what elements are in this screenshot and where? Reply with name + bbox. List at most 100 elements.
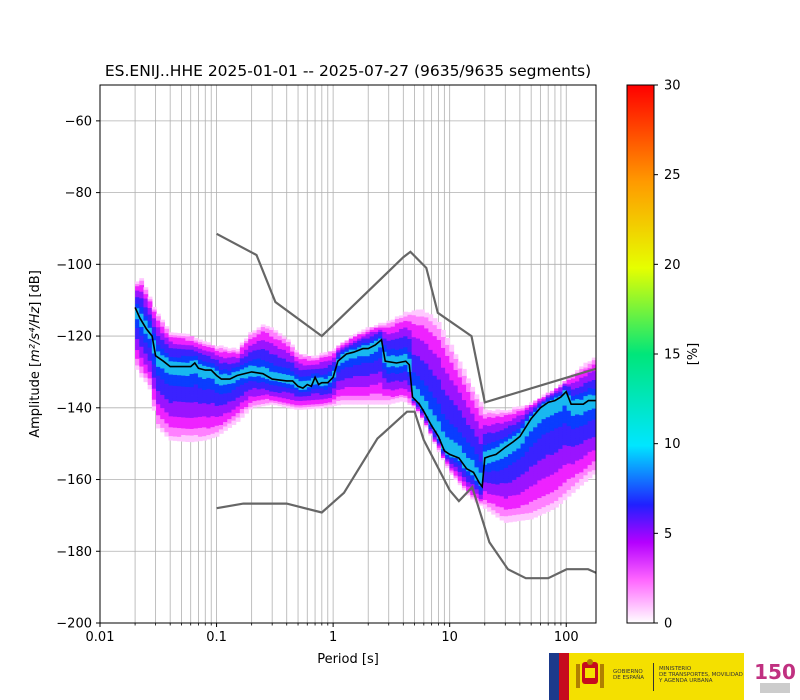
heatmap-cell (193, 406, 199, 409)
heatmap-cell (357, 402, 362, 405)
heatmap-cell (549, 472, 555, 475)
heatmap-cell (411, 400, 417, 404)
heatmap-cell (172, 383, 178, 386)
heatmap-cell (440, 457, 446, 461)
x-axis-label: Period [s] (317, 652, 379, 667)
heatmap-cell (277, 390, 283, 393)
heatmap-cell (327, 373, 333, 376)
heatmap-cell (524, 442, 530, 446)
heatmap-cell (424, 422, 429, 426)
heatmap-cell (545, 430, 551, 433)
heatmap-cell (311, 395, 316, 398)
heatmap-cell (323, 374, 329, 377)
heatmap-cell (336, 374, 342, 377)
heatmap-cell (151, 355, 157, 358)
heatmap-cell (294, 376, 300, 379)
heatmap-cell (218, 356, 224, 360)
heatmap-cell (193, 342, 199, 345)
heatmap-cell (202, 407, 207, 410)
heatmap-cell (160, 379, 166, 382)
heatmap-cell (206, 390, 212, 394)
heatmap-cell (403, 397, 409, 401)
heatmap-cell (524, 453, 530, 457)
heatmap-cell (570, 490, 576, 493)
heatmap-cell (528, 483, 534, 487)
heatmap-cell (440, 367, 446, 370)
heatmap-cell (260, 339, 266, 343)
heatmap-cell (244, 402, 249, 405)
heatmap-cell (210, 415, 216, 419)
heatmap-cell (449, 357, 455, 361)
heatmap-cell (323, 402, 329, 406)
heatmap-cell (168, 369, 174, 373)
heatmap-cell (562, 491, 568, 494)
heatmap-cell (281, 371, 287, 375)
heatmap-cell (420, 353, 425, 357)
heatmap-cell (558, 488, 564, 491)
heatmap-cell (319, 379, 325, 382)
heatmap-cell (583, 384, 589, 388)
y-tick-label: −100 (56, 258, 92, 273)
heatmap-cell (445, 430, 450, 433)
heatmap-cell (185, 408, 191, 412)
heatmap-cell (415, 324, 421, 328)
heatmap-cell (524, 482, 530, 485)
heatmap-cell (453, 457, 459, 461)
heatmap-cell (160, 370, 166, 373)
heatmap-cell (176, 344, 182, 347)
heatmap-cell (428, 389, 434, 392)
heatmap-cell (135, 336, 140, 340)
heatmap-cell (290, 364, 295, 367)
heatmap-cell (411, 334, 417, 338)
heatmap-cell (533, 473, 538, 476)
heatmap-cell (193, 421, 199, 425)
heatmap-cell (533, 418, 538, 421)
heatmap-cell (591, 447, 596, 451)
heatmap-cell (520, 471, 526, 475)
heatmap-cell (566, 412, 572, 416)
heatmap-cell (193, 386, 199, 389)
noise-models (216, 232, 596, 580)
heatmap-cell (537, 497, 543, 501)
heatmap-cell (373, 358, 379, 361)
heatmap-cell (348, 336, 354, 339)
heatmap-cell (470, 424, 476, 427)
heatmap-cell (449, 472, 455, 475)
heatmap-cell (181, 333, 186, 337)
heatmap-cell (583, 466, 589, 469)
heatmap-cell (164, 427, 170, 430)
heatmap-cell (478, 419, 484, 423)
heatmap-cell (160, 354, 166, 358)
heatmap-cell (591, 372, 596, 376)
heatmap-cell (327, 397, 333, 401)
heatmap-cell (285, 348, 291, 351)
heatmap-cell (172, 438, 178, 441)
heatmap-cell (436, 324, 442, 327)
heatmap-cell (256, 327, 262, 330)
heatmap-cell (508, 495, 513, 499)
heatmap-cell (235, 386, 241, 389)
heatmap-cell (193, 390, 199, 394)
heatmap-cell (135, 340, 140, 344)
heatmap-cell (545, 436, 551, 440)
heatmap-cell (503, 423, 509, 427)
heatmap-cell (579, 449, 585, 453)
heatmap-cell (189, 362, 195, 366)
heatmap-cell (139, 357, 145, 360)
heatmap-cell (147, 382, 153, 386)
heatmap-cell (311, 388, 316, 392)
heatmap-cell (256, 369, 262, 372)
heatmap-cell (528, 411, 534, 414)
heatmap-cell (235, 364, 241, 367)
heatmap-cell (164, 416, 170, 419)
heatmap-cell (185, 415, 191, 418)
heatmap-cell (151, 370, 157, 374)
heatmap-cell (394, 380, 400, 383)
heatmap-cell (202, 413, 207, 417)
heatmap-cell (591, 436, 596, 440)
heatmap-cell (495, 464, 501, 467)
heatmap-cell (378, 399, 383, 403)
heatmap-cell (327, 386, 333, 390)
heatmap-cell (181, 335, 186, 339)
heatmap-cell (344, 373, 350, 377)
